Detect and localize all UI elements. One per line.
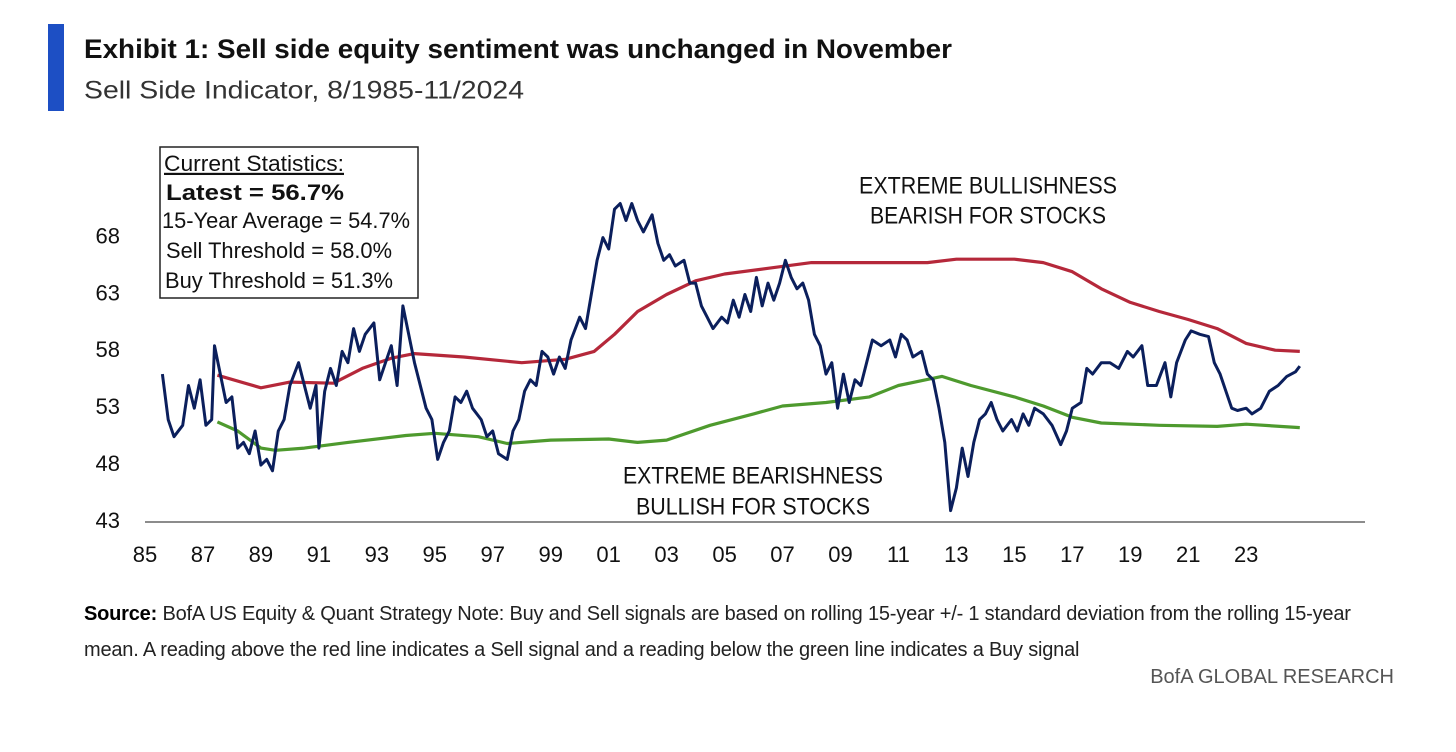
x-tick-label: 03 — [654, 542, 678, 567]
x-tick-label: 07 — [770, 542, 794, 567]
title-accent — [48, 24, 64, 111]
annotation: BULLISH FOR STOCKS — [636, 493, 870, 520]
x-tick-label: 21 — [1176, 542, 1200, 567]
x-tick-label: 05 — [712, 542, 736, 567]
x-tick-label: 99 — [538, 542, 562, 567]
annotation: EXTREME BEARISHNESS — [623, 462, 883, 489]
x-tick-label: 85 — [133, 542, 157, 567]
stats-line: Sell Threshold = 58.0% — [166, 238, 392, 263]
y-tick-label: 53 — [96, 394, 120, 419]
x-tick-label: 87 — [191, 542, 215, 567]
x-tick-label: 93 — [365, 542, 389, 567]
series-line — [216, 257, 1300, 390]
x-tick-label: 91 — [307, 542, 331, 567]
y-tick-label: 58 — [96, 337, 120, 362]
stats-line: Buy Threshold = 51.3% — [165, 268, 393, 293]
stats-latest: Latest = 56.7% — [166, 180, 344, 205]
branding: BofA GLOBAL RESEARCH — [1150, 666, 1394, 688]
series-line — [160, 202, 1301, 513]
x-tick-label: 09 — [828, 542, 852, 567]
x-tick-label: 23 — [1234, 542, 1258, 567]
x-tick-label: 19 — [1118, 542, 1142, 567]
stats-box — [159, 146, 419, 299]
y-tick-label: 43 — [96, 508, 120, 533]
annotation: EXTREME BULLISHNESS — [859, 172, 1117, 199]
chart-title: Exhibit 1: Sell side equity sentiment wa… — [84, 34, 952, 64]
y-tick-label: 68 — [96, 223, 120, 248]
x-tick-label: 89 — [249, 542, 273, 567]
source-label: Source: — [84, 603, 158, 625]
source-note: Source: BofA US Equity & Quant Strategy … — [84, 596, 1404, 668]
source-text: BofA US Equity & Quant Strategy Note: Bu… — [84, 603, 1351, 661]
y-tick-label: 48 — [96, 451, 120, 476]
x-tick-label: 13 — [944, 542, 968, 567]
y-tick-label: 63 — [96, 280, 120, 305]
x-tick-label: 97 — [481, 542, 505, 567]
stats-title: Current Statistics: — [164, 151, 344, 176]
stats-line: 15-Year Average = 54.7% — [162, 208, 410, 233]
series-line — [216, 374, 1300, 452]
x-tick-label: 17 — [1060, 542, 1084, 567]
x-tick-label: 15 — [1002, 542, 1026, 567]
x-tick-label: 11 — [887, 542, 910, 567]
x-tick-label: 95 — [423, 542, 447, 567]
x-tick-label: 01 — [596, 542, 620, 567]
chart-subtitle: Sell Side Indicator, 8/1985-11/2024 — [84, 77, 524, 105]
annotation: BEARISH FOR STOCKS — [870, 202, 1106, 229]
